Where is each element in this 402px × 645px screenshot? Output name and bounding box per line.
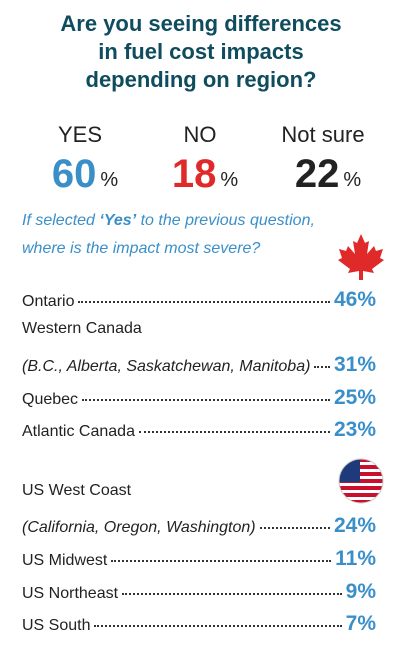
- text: If selected: [22, 212, 100, 229]
- answer-label: NO: [183, 122, 217, 147]
- region-row: (B.C., Alberta, Saskatchewan, Manitoba) 3…: [22, 353, 376, 377]
- us-flag-icon: [338, 458, 384, 504]
- emphasis: ‘Yes’: [99, 212, 137, 229]
- region-name: US Midwest: [22, 552, 108, 569]
- question: If selected ‘Yes’ to the previous questi…: [22, 212, 315, 230]
- region-row: US South 7%: [22, 612, 376, 636]
- answer-label: YES: [57, 122, 103, 147]
- region-name: US Northeast: [22, 585, 119, 602]
- region-name: Quebec: [22, 391, 79, 408]
- region-value: 23%: [333, 418, 376, 441]
- maple-leaf-icon: [338, 234, 384, 280]
- title-line: depending on region?: [85, 67, 317, 92]
- dot-leader: [138, 431, 330, 433]
- region-value: 11%: [335, 547, 376, 570]
- region-row: (California, Oregon, Washington) 24%: [22, 514, 376, 538]
- region-value: 31%: [333, 353, 376, 376]
- answer-value: 22%: [263, 152, 393, 196]
- region-row: US Northeast 9%: [22, 580, 376, 604]
- region-row: Quebec 25%: [22, 386, 376, 410]
- region-name: US South: [22, 617, 91, 634]
- dot-leader: [82, 399, 330, 401]
- region-row: US West Coast: [22, 482, 376, 506]
- region-row: Ontario 46%: [22, 288, 376, 312]
- unit: %: [220, 169, 239, 191]
- unit: %: [343, 169, 362, 191]
- region-name: US West Coast: [22, 482, 132, 499]
- question: where is the impact most severe?: [22, 240, 261, 257]
- region-row: Atlantic Canada 23%: [22, 418, 376, 442]
- region-row: US Midwest 11%: [22, 547, 376, 571]
- number: 60: [51, 152, 97, 196]
- title-line: in fuel cost impacts: [98, 39, 304, 64]
- dot-leader: [122, 593, 342, 595]
- region-name: Ontario: [22, 293, 75, 310]
- region-name: (California, Oregon, Washington): [22, 519, 256, 536]
- region-row: Western Canada: [22, 320, 376, 344]
- dot-leader: [78, 301, 330, 303]
- unit: %: [100, 169, 119, 191]
- region-name: Western Canada: [22, 320, 142, 337]
- answer-value: 18%: [140, 152, 270, 196]
- number: 18: [171, 152, 217, 196]
- dot-leader: [259, 527, 330, 529]
- region-value: 25%: [333, 386, 376, 409]
- region-value: 9%: [345, 580, 376, 603]
- dot-leader: [111, 560, 332, 562]
- text: to the previous question,: [136, 212, 315, 229]
- number: 22: [294, 152, 340, 196]
- answer-value: 60%: [20, 152, 150, 196]
- title-line: Are you seeing differences: [60, 11, 342, 36]
- region-value: 46%: [333, 288, 376, 311]
- region-name: (B.C., Alberta, Saskatchewan, Manitoba): [22, 358, 311, 375]
- region-value: 7%: [345, 612, 376, 635]
- dot-leader: [94, 625, 342, 627]
- dot-leader: [314, 366, 330, 368]
- region-name: Atlantic Canada: [22, 423, 135, 440]
- region-value: 24%: [333, 514, 376, 537]
- answer-label: Not sure: [281, 122, 365, 147]
